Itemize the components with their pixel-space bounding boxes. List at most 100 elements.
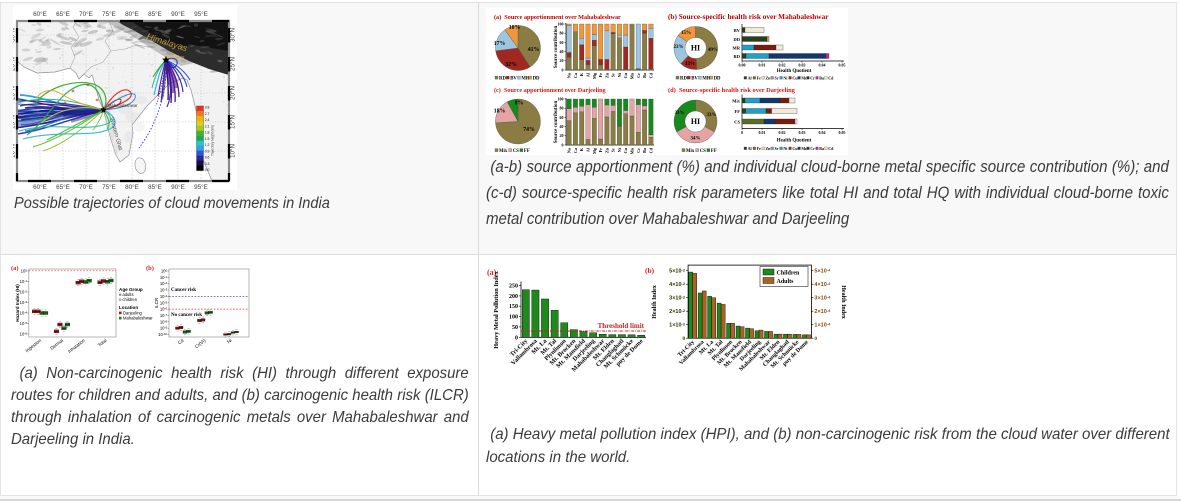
svg-text:10°N: 10°N: [13, 144, 17, 159]
svg-text:MR: MR: [702, 77, 711, 82]
svg-text:Ba: Ba: [819, 76, 824, 81]
svg-text:Mix: Mix: [732, 98, 740, 103]
svg-text:Cancer risk: Cancer risk: [171, 288, 196, 293]
svg-text:10-3: 10-3: [160, 288, 168, 293]
svg-text:Total: Total: [97, 338, 108, 348]
svg-text:Darjeeling: Darjeeling: [123, 310, 143, 315]
svg-text:Cr: Cr: [636, 148, 641, 153]
svg-text:1.8: 1.8: [205, 131, 210, 135]
svg-text:Cd: Cd: [648, 72, 653, 78]
svg-text:10-2: 10-2: [160, 281, 168, 286]
svg-text:10-7: 10-7: [160, 313, 168, 318]
svg-text:80°E: 80°E: [125, 183, 139, 190]
svg-text:2×10-2: 2×10-2: [669, 308, 686, 315]
svg-text:Sr: Sr: [611, 73, 616, 77]
svg-text:4×10-4: 4×10-4: [814, 281, 831, 288]
svg-text:100: 100: [558, 21, 564, 26]
svg-text:13%: 13%: [685, 62, 695, 67]
svg-text:(b): (b): [146, 265, 154, 272]
svg-text:Fe: Fe: [757, 146, 761, 151]
svg-text:100: 100: [509, 315, 518, 321]
svg-text:DD: DD: [533, 77, 540, 82]
svg-text:10°N: 10°N: [229, 144, 237, 159]
svg-text:100: 100: [21, 269, 28, 274]
svg-text:85°E: 85°E: [148, 183, 162, 190]
svg-text:0: 0: [515, 335, 518, 341]
svg-text:60: 60: [560, 115, 564, 120]
svg-text:10-1: 10-1: [20, 279, 28, 284]
svg-text:Ni: Ni: [783, 146, 788, 151]
svg-text:Ni: Ni: [617, 147, 622, 152]
svg-text:80: 80: [560, 31, 564, 36]
svg-text:Al: Al: [748, 76, 753, 81]
svg-text:10-6: 10-6: [160, 307, 168, 312]
svg-text:Ingestion: Ingestion: [24, 338, 42, 354]
svg-text:0.03: 0.03: [799, 130, 806, 135]
svg-text:K: K: [579, 72, 584, 76]
svg-text:10-9: 10-9: [160, 326, 168, 331]
svg-text:Al: Al: [586, 72, 591, 77]
svg-text:Cr: Cr: [810, 76, 815, 81]
svg-text:3×10-2: 3×10-2: [669, 295, 686, 302]
svg-text:Na: Na: [567, 72, 572, 78]
svg-text:5×10-4: 5×10-4: [814, 268, 831, 275]
svg-text:32%: 32%: [505, 62, 517, 68]
svg-text:0.02: 0.02: [779, 130, 786, 135]
svg-text:0.03: 0.03: [799, 63, 806, 68]
svg-text:49%: 49%: [708, 48, 718, 53]
svg-text:4×10-2: 4×10-2: [669, 281, 686, 288]
svg-text:0: 0: [682, 336, 685, 342]
svg-text:1.2: 1.2: [205, 143, 210, 147]
svg-text:15°N: 15°N: [229, 115, 237, 130]
svg-text:RD: RD: [734, 54, 741, 59]
svg-text:90°E: 90°E: [171, 183, 185, 190]
svg-text:30°N: 30°N: [229, 28, 237, 43]
svg-text:(c) Source apportionment over: (c) Source apportionment over Darjeeling: [494, 87, 607, 94]
svg-text:Hazard Index (HI): Hazard Index (HI): [15, 284, 20, 322]
svg-text:Zn: Zn: [604, 72, 609, 78]
svg-text:5×10-2: 5×10-2: [669, 268, 686, 275]
svg-text:10-5: 10-5: [160, 300, 168, 305]
svg-text:Sr: Sr: [775, 146, 779, 151]
svg-text:30°N: 30°N: [13, 28, 17, 43]
svg-text:0.05: 0.05: [839, 130, 846, 135]
svg-text:Health Quotient: Health Quotient: [777, 139, 812, 144]
svg-text:Ni: Ni: [617, 72, 622, 77]
svg-text:Ni: Ni: [783, 76, 788, 81]
svg-text:2.1: 2.1: [205, 125, 210, 129]
svg-text:10-5: 10-5: [20, 321, 28, 326]
svg-text:0.0: 0.0: [205, 168, 210, 172]
svg-text:Ba: Ba: [642, 147, 647, 153]
svg-text:95°E: 95°E: [194, 10, 208, 18]
svg-text:100: 100: [558, 96, 564, 101]
svg-text:8%: 8%: [515, 101, 524, 107]
svg-text:BV: BV: [691, 77, 698, 82]
svg-text:17%: 17%: [494, 41, 506, 47]
svg-text:0.01: 0.01: [759, 130, 766, 135]
svg-text:10%: 10%: [509, 25, 521, 31]
svg-text:0: 0: [562, 67, 564, 72]
svg-text:10-10: 10-10: [158, 332, 167, 337]
svg-text:Mahabaleshwar: Mahabaleshwar: [123, 316, 153, 321]
svg-text:Cu: Cu: [792, 146, 798, 151]
svg-text:Mn: Mn: [630, 72, 635, 79]
svg-text:75°E: 75°E: [102, 10, 116, 18]
svg-text:Sr: Sr: [611, 148, 616, 152]
svg-text:Darjeeling: Darjeeling: [164, 53, 185, 60]
svg-text:Health Quotient: Health Quotient: [777, 69, 812, 74]
svg-text:0.9: 0.9: [205, 149, 210, 153]
svg-text:CS: CS: [734, 119, 740, 124]
svg-text:2.4: 2.4: [205, 118, 210, 122]
svg-text:10-3: 10-3: [20, 300, 28, 305]
svg-text:MR: MR: [733, 45, 741, 50]
svg-text:41%: 41%: [528, 47, 540, 53]
svg-text:Threshold limit: Threshold limit: [598, 322, 645, 330]
svg-text:Mix: Mix: [686, 149, 695, 154]
svg-text:0.01: 0.01: [759, 63, 766, 68]
svg-text:ILCR: ILCR: [154, 297, 159, 308]
svg-text:Ni: Ni: [226, 338, 233, 345]
svg-text:Mg: Mg: [592, 72, 597, 79]
svg-text:adults: adults: [122, 292, 133, 297]
svg-text:2×10-4: 2×10-4: [814, 308, 831, 315]
svg-text:74%: 74%: [523, 127, 535, 133]
